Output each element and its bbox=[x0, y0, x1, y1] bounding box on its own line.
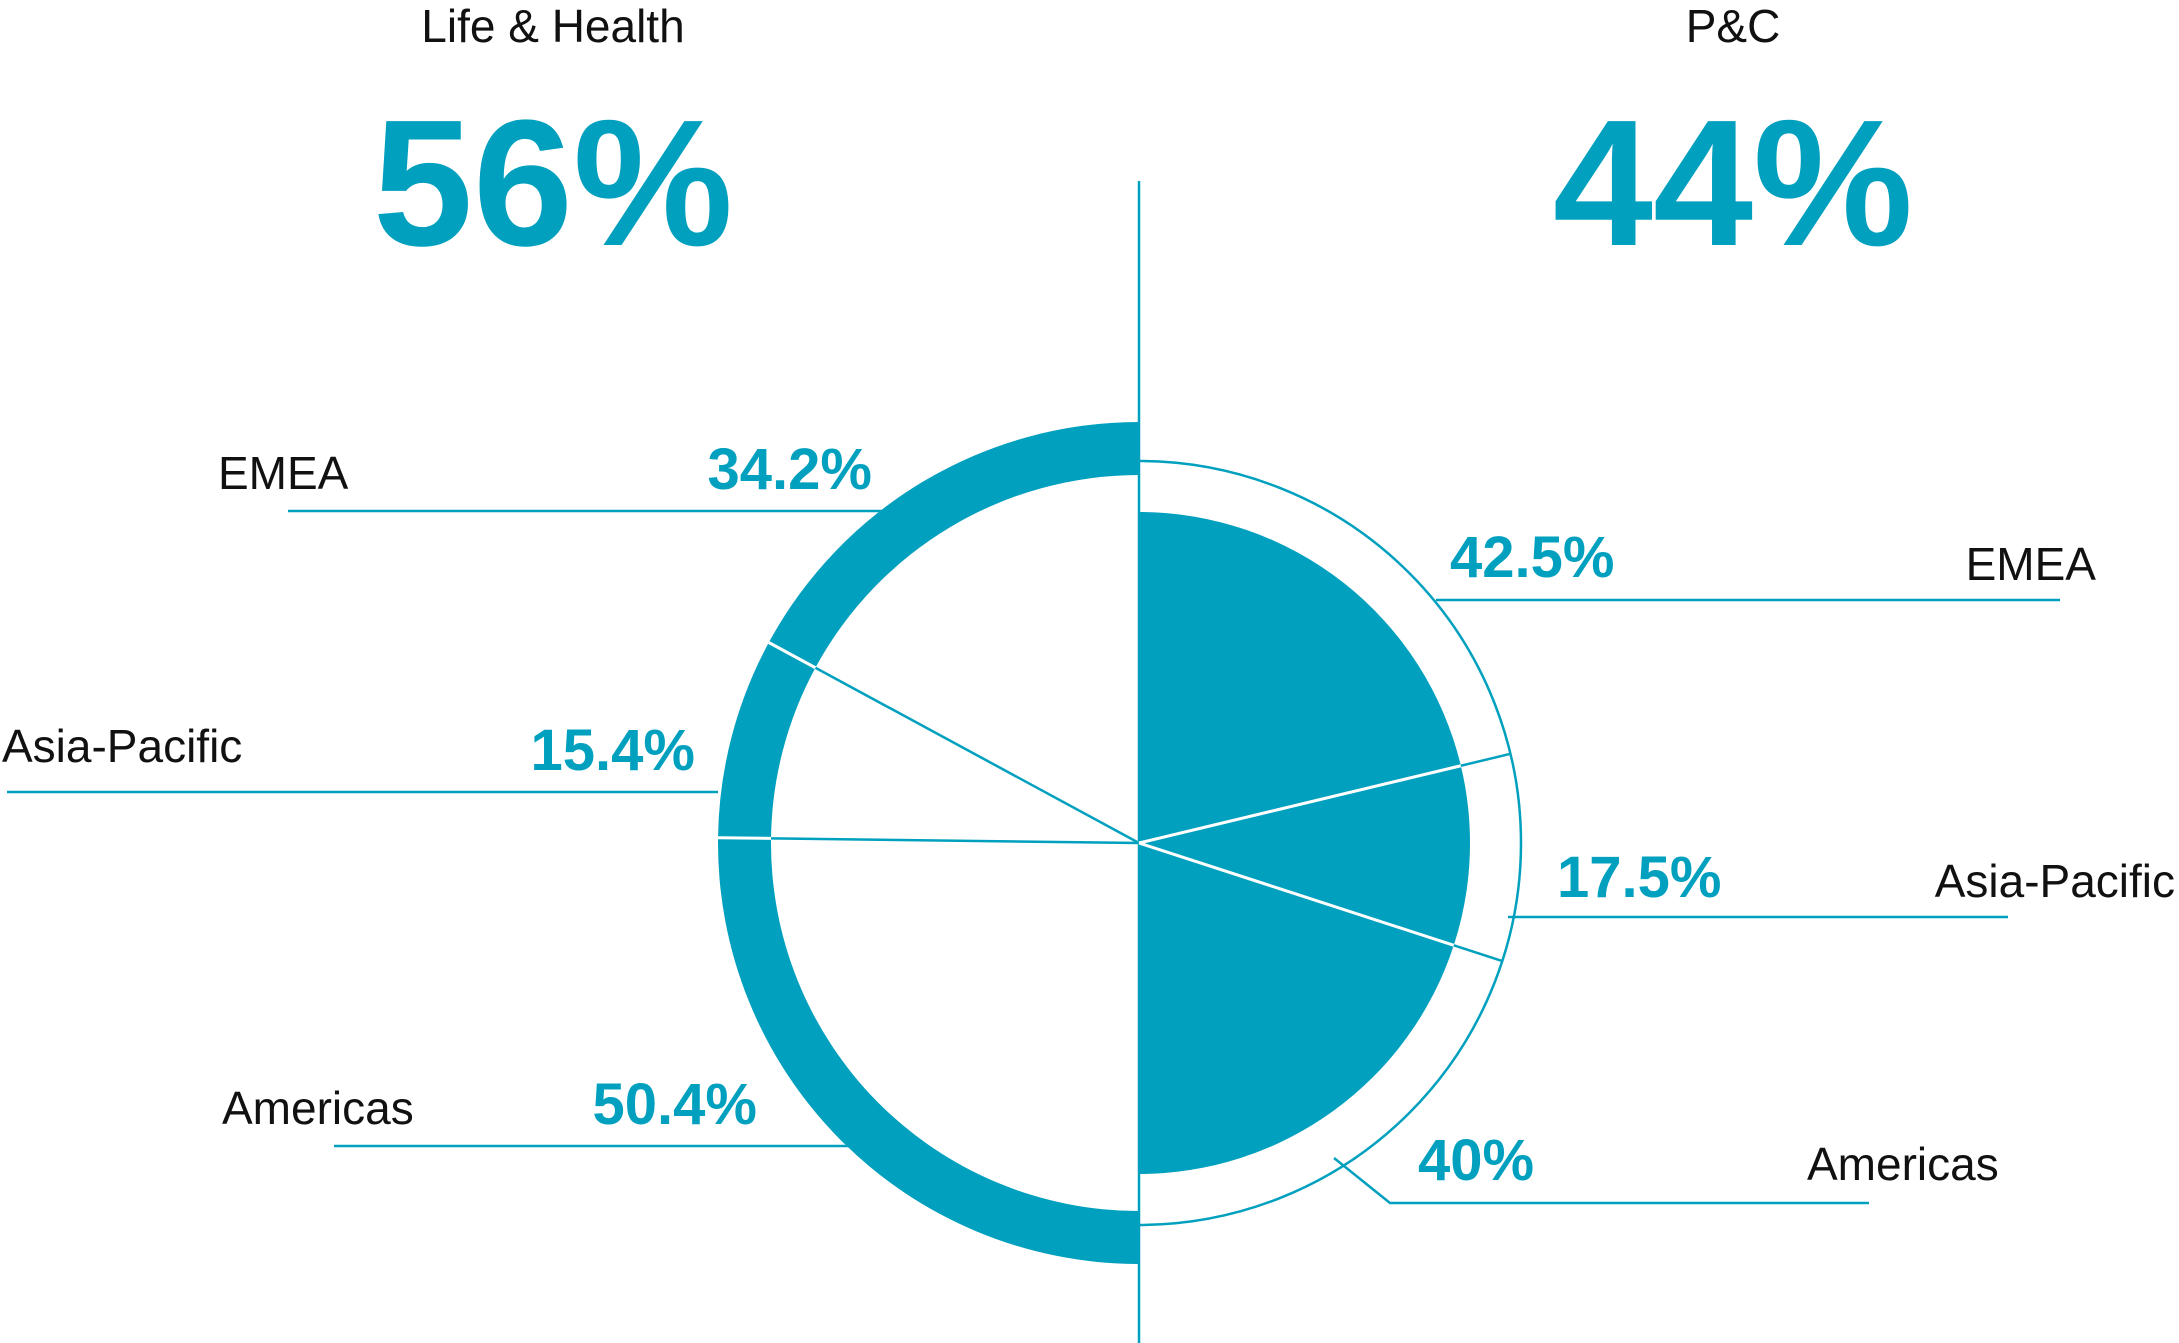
group-title: Life & Health bbox=[421, 0, 684, 52]
value-label: 15.4% bbox=[531, 718, 695, 783]
separator bbox=[1460, 752, 1511, 767]
outer-ring bbox=[1138, 459, 1523, 1227]
separator bbox=[1453, 944, 1503, 963]
pie-segment bbox=[1139, 843, 1454, 1174]
category-label: Americas bbox=[1807, 1138, 1999, 1190]
value-label: 40% bbox=[1418, 1128, 1534, 1193]
value-label: 34.2% bbox=[708, 437, 872, 502]
pie-segment bbox=[768, 422, 1139, 668]
group-total: 44% bbox=[1553, 83, 1913, 284]
value-label: 50.4% bbox=[593, 1072, 757, 1137]
category-label: Asia-Pacific bbox=[1935, 855, 2175, 907]
pie-segment bbox=[1139, 765, 1471, 946]
separator bbox=[1138, 764, 1462, 845]
separator bbox=[814, 666, 1140, 845]
value-label: 17.5% bbox=[1557, 845, 1721, 910]
group-title: P&C bbox=[1686, 0, 1781, 52]
separator bbox=[771, 837, 1140, 845]
separator bbox=[1138, 841, 1455, 947]
category-label: EMEA bbox=[218, 447, 349, 499]
separator bbox=[768, 641, 817, 670]
pie-segment bbox=[718, 642, 816, 839]
pie-segment bbox=[718, 837, 1139, 1264]
value-label: 42.5% bbox=[1450, 525, 1614, 590]
leader-line bbox=[1333, 1157, 1869, 1205]
category-label: Asia-Pacific bbox=[2, 720, 242, 772]
separator bbox=[718, 836, 772, 840]
group-total: 56% bbox=[373, 83, 733, 284]
category-label: EMEA bbox=[1966, 538, 2097, 590]
pie-segment bbox=[1139, 512, 1461, 843]
category-label: Americas bbox=[222, 1082, 414, 1134]
